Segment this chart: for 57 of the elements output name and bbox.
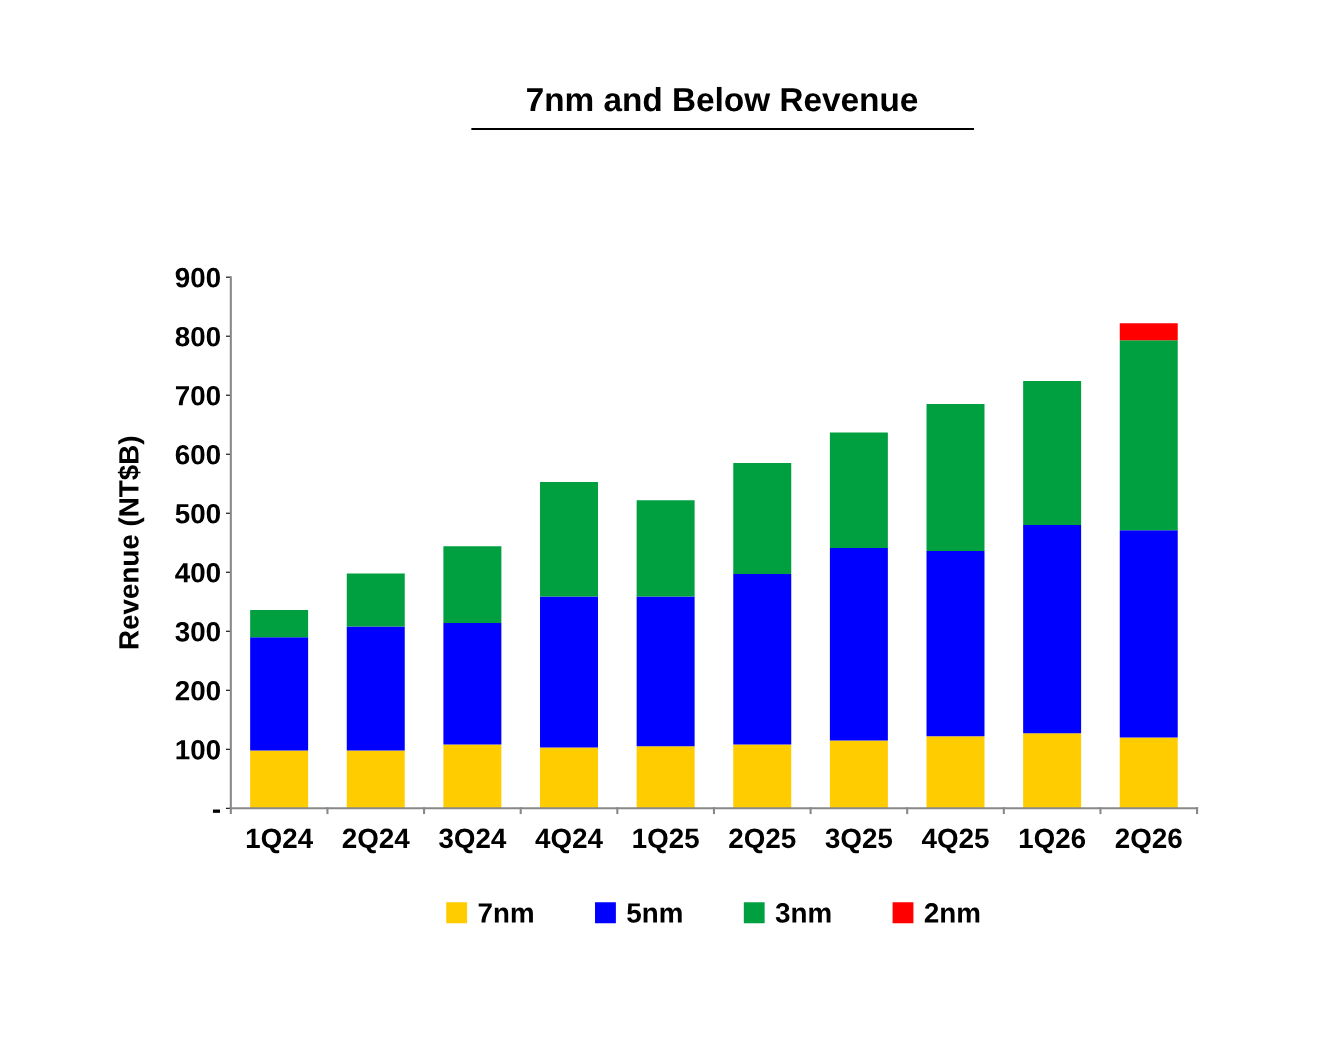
bar <box>1119 323 1178 341</box>
bar <box>250 750 309 809</box>
legend-label: 7nm <box>478 903 533 923</box>
x-tick-label: 4Q25 <box>921 828 989 854</box>
bar <box>1023 733 1082 809</box>
bar <box>346 750 405 809</box>
y-tick-label: 700 <box>175 385 220 406</box>
y-axis-title: Revenue (NT$B) <box>117 436 145 649</box>
bar <box>636 596 695 747</box>
bar <box>733 744 792 809</box>
bar <box>829 740 888 809</box>
y-tick-label: - <box>212 809 220 813</box>
bar <box>829 548 888 741</box>
bar <box>733 463 792 575</box>
y-tick-label: 900 <box>175 267 220 288</box>
legend-label: 2nm <box>924 903 980 923</box>
bar <box>829 432 888 549</box>
legend-label: 3nm <box>775 903 831 923</box>
x-tick-label: 2Q25 <box>729 828 796 854</box>
y-tick-label: 600 <box>175 444 220 465</box>
bar <box>636 746 695 809</box>
bar <box>346 573 405 627</box>
bar <box>926 551 985 737</box>
bar <box>540 596 598 748</box>
x-tick-label: 2Q24 <box>342 828 410 854</box>
bar <box>346 626 405 751</box>
bar <box>636 500 695 597</box>
x-tick-label: 1Q25 <box>633 828 699 854</box>
bar <box>1119 530 1178 738</box>
bar <box>250 610 309 638</box>
bar <box>1023 525 1082 734</box>
chart-title: 7nm and Below Revenue <box>527 86 918 112</box>
bar <box>926 736 985 809</box>
bar <box>443 546 502 624</box>
y-tick-label: 100 <box>176 739 220 760</box>
y-tick-label: 400 <box>175 562 220 583</box>
bar <box>250 637 309 751</box>
bar <box>1023 381 1082 526</box>
y-tick-label: 300 <box>175 621 220 642</box>
x-tick-label: 2Q26 <box>1115 828 1182 854</box>
legend-label: 5nm <box>627 903 682 923</box>
bar <box>540 481 598 597</box>
bar <box>926 404 985 552</box>
bar <box>443 623 502 745</box>
x-tick-label: 3Q24 <box>439 828 507 854</box>
bar <box>733 574 792 745</box>
x-tick-label: 1Q24 <box>246 828 313 854</box>
y-tick-label: 500 <box>175 503 220 524</box>
x-tick-label: 3Q25 <box>825 828 893 854</box>
bar <box>1119 737 1178 809</box>
x-tick-label: 1Q26 <box>1019 828 1086 854</box>
x-tick-label: 4Q24 <box>535 828 603 854</box>
y-tick-label: 800 <box>175 326 220 347</box>
bar <box>443 744 502 809</box>
y-tick-label: 200 <box>175 680 220 701</box>
bar <box>540 747 598 809</box>
bar <box>1119 340 1178 531</box>
